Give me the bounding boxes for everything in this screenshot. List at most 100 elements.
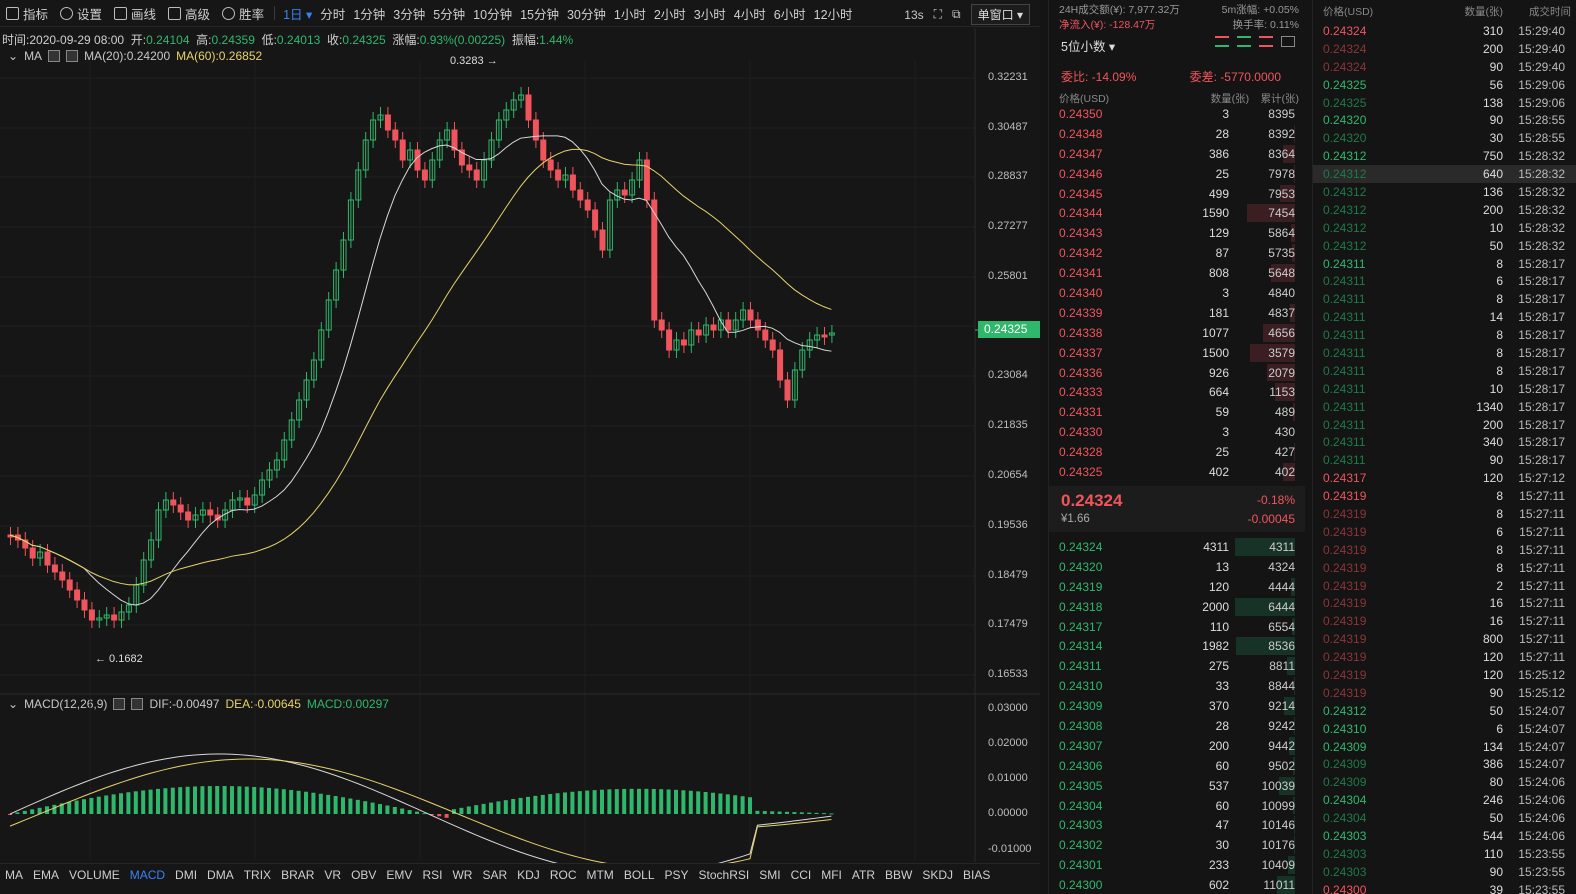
indicator-tab[interactable]: MA [5, 867, 23, 882]
indicator-tab[interactable]: BRAR [281, 867, 315, 882]
period-option[interactable]: 1分钟 [353, 7, 386, 22]
bids-only-icon[interactable] [1237, 36, 1251, 47]
bid-row[interactable]: 0.24317 110 6554 [1049, 617, 1305, 637]
bid-row[interactable]: 0.24319 120 4444 [1049, 577, 1305, 597]
bid-row[interactable]: 0.24310 33 8844 [1049, 676, 1305, 696]
ask-row[interactable]: 0.24344 1590 7454 [1049, 203, 1305, 223]
ask-row[interactable]: 0.24342 87 5735 [1049, 243, 1305, 263]
period-option[interactable]: 10分钟 [473, 7, 513, 22]
bid-row[interactable]: 0.24314 1982 8536 [1049, 636, 1305, 656]
ask-row[interactable]: 0.24347 386 8364 [1049, 144, 1305, 164]
collapse-icon[interactable]: ⌄ [8, 697, 19, 711]
bid-row[interactable]: 0.24309 370 9214 [1049, 696, 1305, 716]
both-sides-icon[interactable] [1215, 36, 1229, 47]
period-option[interactable]: 5分钟 [433, 7, 466, 22]
ask-row[interactable]: 0.24340 3 4840 [1049, 283, 1305, 303]
bid-row[interactable]: 0.24305 537 10039 [1049, 776, 1305, 796]
ask-row[interactable]: 0.24341 808 5648 [1049, 263, 1305, 283]
precision-select[interactable]: 5位小数 ▾ [1061, 40, 1116, 54]
bid-row[interactable]: 0.24306 60 9502 [1049, 756, 1305, 776]
indicator-tab[interactable]: MTM [586, 867, 614, 882]
ask-row[interactable]: 0.24345 499 7953 [1049, 184, 1305, 204]
indicator-tab[interactable]: PSY [664, 867, 689, 882]
ask-row[interactable]: 0.24337 1500 3579 [1049, 343, 1305, 363]
indicator-tab[interactable]: MFI [821, 867, 842, 882]
indicator-tab[interactable]: BIAS [963, 867, 991, 882]
bid-row[interactable]: 0.24324 4311 4311 [1049, 537, 1305, 557]
ask-row[interactable]: 0.24346 25 7978 [1049, 164, 1305, 184]
indicator-tab[interactable]: RSI [422, 867, 443, 882]
trade-qty: 8 [1496, 506, 1503, 521]
indicator-tab[interactable]: ATR [851, 867, 876, 882]
indicator-tab[interactable]: SMI [759, 867, 781, 882]
indicator-tab[interactable]: OBV [351, 867, 377, 882]
screenshot-icon[interactable]: ⧉ [952, 7, 961, 21]
period-selector[interactable]: 1日 ▾ [283, 7, 313, 22]
ask-row[interactable]: 0.24328 25 427 [1049, 442, 1305, 462]
indicator-tab[interactable]: VR [324, 867, 342, 882]
ask-row[interactable]: 0.24343 129 5864 [1049, 223, 1305, 243]
indicator-tab[interactable]: TRIX [243, 867, 272, 882]
indicator-tab[interactable]: CCI [790, 867, 812, 882]
depth-bar [1291, 577, 1295, 596]
indicator-tab[interactable]: ROC [549, 867, 577, 882]
asks-only-icon[interactable] [1259, 36, 1273, 47]
bid-row[interactable]: 0.24318 2000 6444 [1049, 597, 1305, 617]
indicators-button[interactable]: 指标 [0, 4, 54, 23]
indicator-tab[interactable]: BBW [885, 867, 913, 882]
period-option[interactable]: 12小时 [813, 7, 853, 22]
ask-row[interactable]: 0.24325 402 402 [1049, 462, 1305, 482]
period-option[interactable]: 3小时 [693, 7, 726, 22]
draw-button[interactable]: 画线 [108, 4, 162, 23]
period-option[interactable]: 3分钟 [393, 7, 426, 22]
settings-icon[interactable] [113, 698, 126, 710]
indicator-tab[interactable]: DMI [175, 867, 198, 882]
collapse-icon[interactable]: ⌄ [8, 49, 19, 63]
indicator-tab[interactable]: SKDJ [922, 867, 954, 882]
ask-row[interactable]: 0.24330 3 430 [1049, 422, 1305, 442]
fullscreen-icon[interactable]: ⛶ [933, 7, 943, 21]
period-option[interactable]: 15分钟 [520, 7, 559, 22]
indicator-tab[interactable]: VOLUME [69, 867, 120, 882]
settings-icon[interactable] [48, 50, 61, 62]
indicator-tab[interactable]: SAR [482, 867, 508, 882]
bid-row[interactable]: 0.24308 28 9242 [1049, 716, 1305, 736]
winrate-button[interactable]: 胜率 [216, 4, 270, 23]
indicator-tab[interactable]: MACD [129, 867, 166, 882]
ask-row[interactable]: 0.24338 1077 4656 [1049, 323, 1305, 343]
bid-row[interactable]: 0.24301 233 10409 [1049, 855, 1305, 875]
ask-row[interactable]: 0.24348 28 8392 [1049, 124, 1305, 144]
ask-row[interactable]: 0.24339 181 4837 [1049, 303, 1305, 323]
expand-icon[interactable] [1281, 36, 1295, 47]
ask-row[interactable]: 0.24350 3 8395 [1049, 104, 1305, 124]
candlestick-chart[interactable]: 0.3283 → ← 0.1682 [0, 0, 1040, 863]
period-option[interactable]: 4小时 [733, 7, 766, 22]
period-option[interactable]: 2小时 [653, 7, 686, 22]
bid-row[interactable]: 0.24304 60 10099 [1049, 796, 1305, 816]
indicator-tab[interactable]: KDJ [517, 867, 540, 882]
bid-row[interactable]: 0.24302 30 10176 [1049, 835, 1305, 855]
bid-row[interactable]: 0.24311 275 8811 [1049, 656, 1305, 676]
period-option[interactable]: 30分钟 [566, 7, 606, 22]
bid-row[interactable]: 0.24307 200 9442 [1049, 736, 1305, 756]
indicator-tab[interactable]: EMV [386, 867, 413, 882]
bid-row[interactable]: 0.24320 13 4324 [1049, 557, 1305, 577]
period-option[interactable]: 分时 [320, 7, 346, 22]
advanced-button[interactable]: 高级 [162, 4, 216, 23]
close-icon[interactable] [131, 698, 144, 710]
indicator-tab[interactable]: BOLL [623, 867, 655, 882]
period-option[interactable]: 1小时 [613, 7, 646, 22]
settings-button[interactable]: 设置 [54, 4, 108, 23]
indicator-tab[interactable]: DMA [207, 867, 234, 882]
window-mode-select[interactable]: 单窗口 ▾ [970, 4, 1030, 25]
period-option[interactable]: 6小时 [773, 7, 806, 22]
ask-row[interactable]: 0.24331 59 489 [1049, 402, 1305, 422]
indicator-tab[interactable]: StochRSI [698, 867, 750, 882]
ask-row[interactable]: 0.24333 664 1153 [1049, 382, 1305, 402]
indicator-tab[interactable]: EMA [33, 867, 60, 882]
close-icon[interactable] [66, 50, 79, 62]
bid-row[interactable]: 0.24300 602 11011 [1049, 875, 1305, 894]
ask-row[interactable]: 0.24336 926 2079 [1049, 363, 1305, 383]
indicator-tab[interactable]: WR [452, 867, 473, 882]
bid-row[interactable]: 0.24303 47 10146 [1049, 815, 1305, 835]
